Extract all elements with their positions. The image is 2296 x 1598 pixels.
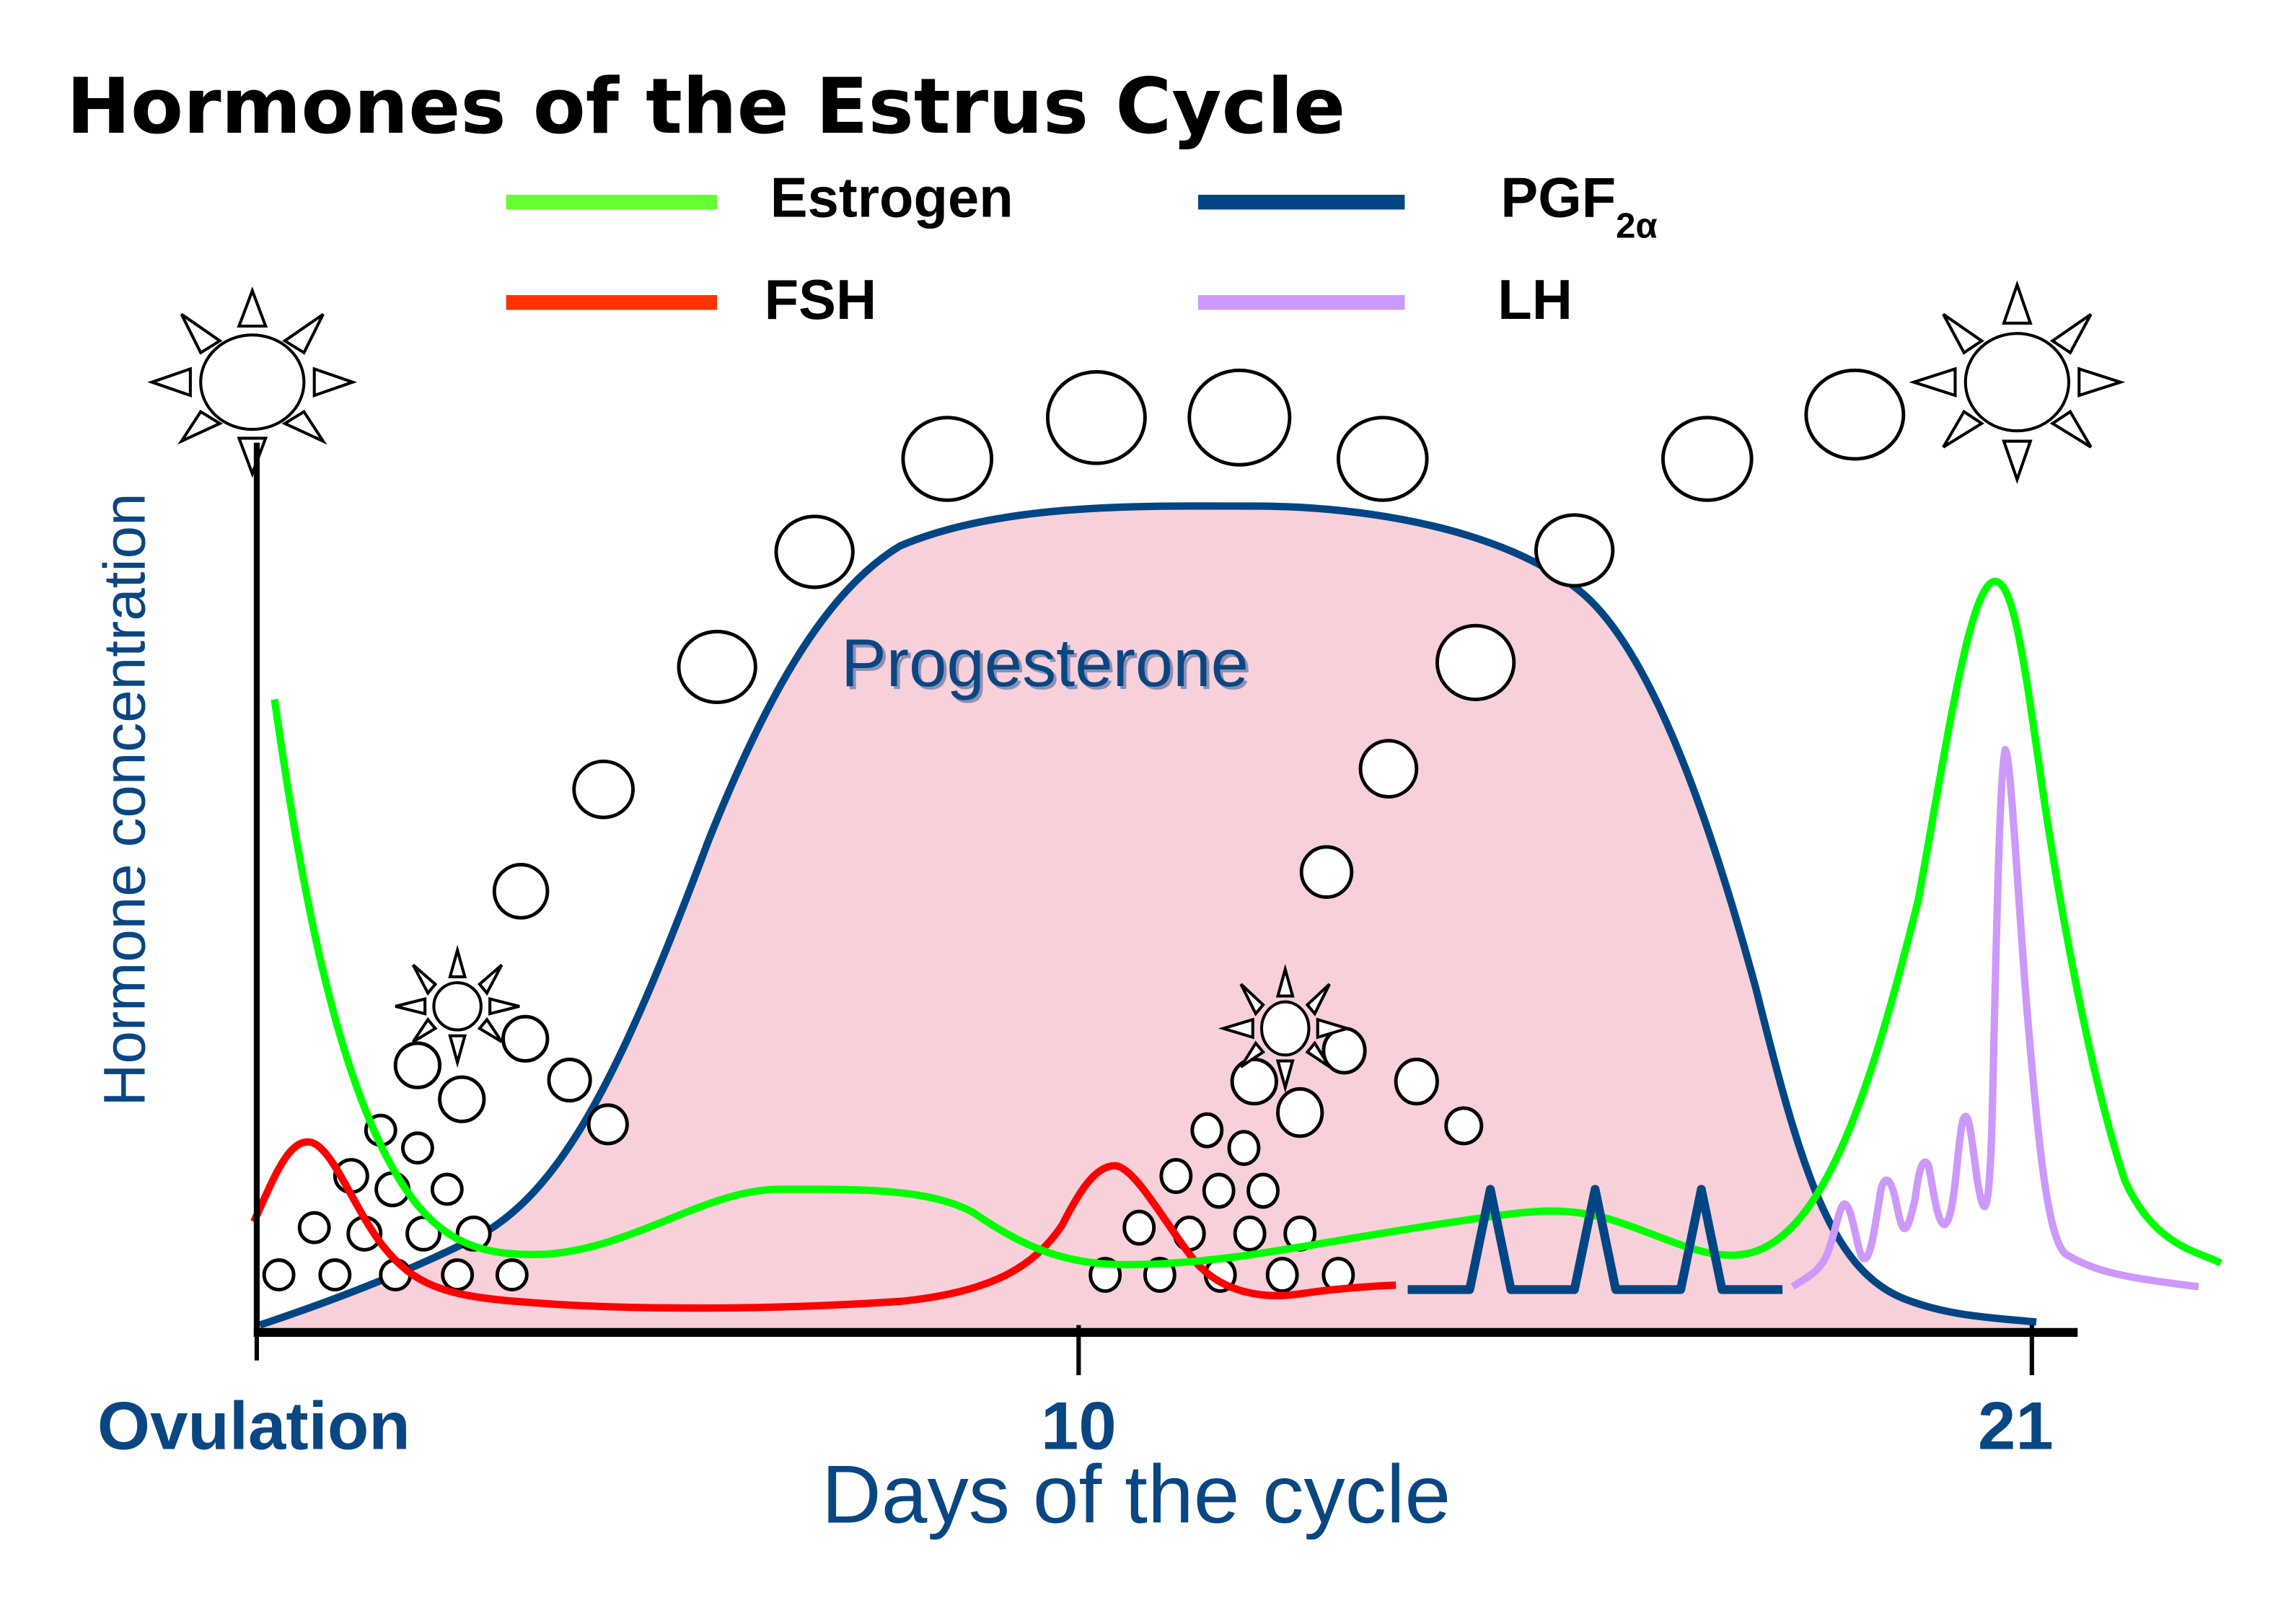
follicle-icon [492, 863, 550, 920]
follicle-icon [393, 1041, 442, 1089]
legend-label-fsh: FSH [765, 269, 876, 331]
legend-swatch-lh [1198, 295, 1405, 310]
follicle-icon [1299, 845, 1354, 899]
follicle-icon [1534, 513, 1615, 588]
axes [253, 442, 2078, 1376]
follicle-icon [401, 1131, 434, 1165]
follicle-icon [586, 1103, 629, 1146]
follicle-icon [1435, 623, 1516, 701]
progesterone-label-shadow: Progesterone [844, 628, 1252, 703]
follicle-icon [1276, 1086, 1324, 1138]
follicle-icon [1444, 1106, 1484, 1146]
progesterone-label: Progesterone [841, 625, 1249, 701]
progesterone-area [256, 506, 2033, 1331]
follicle-icon [1045, 369, 1147, 465]
follicle-arc [492, 368, 1906, 920]
follicle-icon [1233, 1215, 1267, 1252]
ovulation-sun-icon-right-top [1909, 280, 2126, 484]
follicle-icon [438, 1075, 486, 1123]
progesterone-curve [258, 502, 2037, 1329]
ovulation-sun-icon-left-top [147, 286, 358, 478]
follicle-icon [318, 1258, 352, 1291]
legend-label-lh: LH [1497, 269, 1573, 331]
follicle-icon [1804, 368, 1906, 461]
follicle-icon [262, 1258, 296, 1291]
follicle-icon [501, 1014, 550, 1063]
follicle-icon [1336, 416, 1429, 502]
legend: Estrogen FSH PGF2α LH [506, 167, 1658, 331]
legend-swatch-estrogen [506, 194, 718, 210]
legend-label-estrogen: Estrogen [770, 167, 1013, 229]
follicle-icon [297, 1211, 331, 1244]
follicle-icon [1202, 1172, 1236, 1209]
lh-curve [1790, 745, 2199, 1291]
x-tick-label-21: 21 [1978, 1387, 2054, 1463]
legend-swatch-fsh [506, 295, 718, 310]
legend-swatch-pgf2a [1198, 194, 1405, 210]
legend-label-pgf2a: PGF2α [1500, 167, 1657, 246]
follicle-icon [430, 1172, 464, 1206]
fsh-curve [250, 1138, 1396, 1312]
follicle-icon [1358, 739, 1419, 799]
follicle-icon [441, 1258, 475, 1291]
follicle-icon [1661, 416, 1754, 502]
legend-item-fsh: FSH [506, 269, 876, 331]
follicle-cluster-left [262, 1014, 629, 1291]
follicle-icon [1265, 1257, 1299, 1294]
follicle-icon [495, 1258, 529, 1291]
ovulation-sun-icon-small-middle [1218, 964, 1352, 1093]
follicle-icon [1122, 1209, 1156, 1246]
x-tick-label-ovulation: Ovulation [97, 1387, 410, 1463]
follicle-icon [547, 1058, 592, 1103]
follicle-icon [1159, 1158, 1193, 1195]
follicle-icon [1187, 368, 1292, 467]
pgf2a-pulses [1407, 1185, 1783, 1294]
ovulation-sun-icon-small-left [395, 944, 520, 1068]
follicle-icon [1246, 1172, 1280, 1209]
follicle-icon [677, 629, 757, 704]
x-tick-label-10: 10 [1041, 1387, 1117, 1463]
legend-item-estrogen: Estrogen [506, 167, 1013, 229]
follicle-icon [901, 416, 994, 502]
follicle-icon [1230, 1058, 1278, 1106]
follicle-icon [572, 759, 635, 820]
follicle-icon [774, 514, 855, 589]
legend-item-lh: LH [1198, 269, 1573, 331]
follicle-icon [1227, 1130, 1261, 1167]
estrogen-curve [270, 577, 2223, 1269]
legend-item-pgf2a: PGF2α [1198, 167, 1658, 246]
y-axis-title: Hormone concentration [92, 493, 157, 1106]
x-axis-title: Days of the cycle [822, 1449, 1451, 1541]
follicle-icon [1394, 1058, 1439, 1106]
follicle-icon [1190, 1112, 1224, 1149]
chart-title: Hormones of the Estrus Cycle [66, 62, 1345, 152]
